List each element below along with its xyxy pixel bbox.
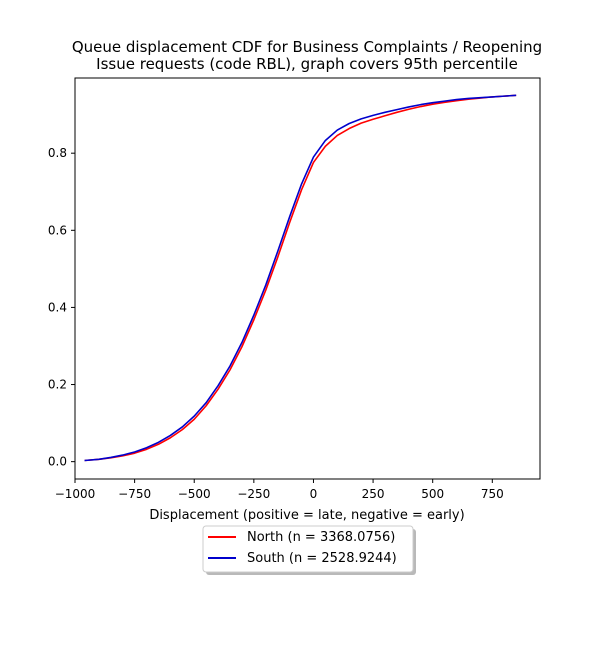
series-line-0 [84, 94, 517, 462]
y-tick-label: 0.8 [48, 146, 67, 160]
y-tick-label: 0.6 [48, 223, 67, 237]
x-tick-label: 0 [310, 487, 318, 501]
legend-label-1: South (n = 2528.9244) [247, 551, 397, 566]
legend: North (n = 3368.0756) South (n = 2528.924… [202, 525, 416, 575]
chart-title-line-2: Issue requests (code RBL), graph covers … [96, 55, 518, 73]
x-tick-label: 250 [362, 487, 385, 501]
legend-label-0: North (n = 3368.0756) [247, 530, 395, 545]
series-line-1 [84, 94, 517, 462]
y-tick-label: 0.4 [48, 300, 67, 314]
x-axis-label: Displacement (positive = late, negative … [149, 508, 464, 523]
chart-title-line-1: Queue displacement CDF for Business Comp… [72, 38, 542, 56]
x-tick-label: 750 [481, 487, 504, 501]
chart-title: Queue displacement CDF for Business Comp… [72, 38, 542, 73]
axes-frame [74, 77, 541, 480]
y-tick-label: 0.0 [48, 455, 67, 469]
x-tick-label: 500 [421, 487, 444, 501]
x-tick-label: −1000 [55, 487, 96, 501]
x-tick-label: −750 [118, 487, 151, 501]
legend-box [202, 525, 414, 573]
x-tick-label: −500 [178, 487, 211, 501]
y-axis-ticks: 0.0 0.2 0.4 0.6 0.8 [48, 146, 75, 469]
series-layer [84, 94, 517, 462]
x-axis-ticks: −1000 −750 −500 −250 0 250 500 750 [55, 479, 504, 501]
x-tick-label: −250 [237, 487, 270, 501]
legend-items: North (n = 3368.0756) South (n = 2528.924… [208, 530, 397, 566]
y-tick-label: 0.2 [48, 378, 67, 392]
